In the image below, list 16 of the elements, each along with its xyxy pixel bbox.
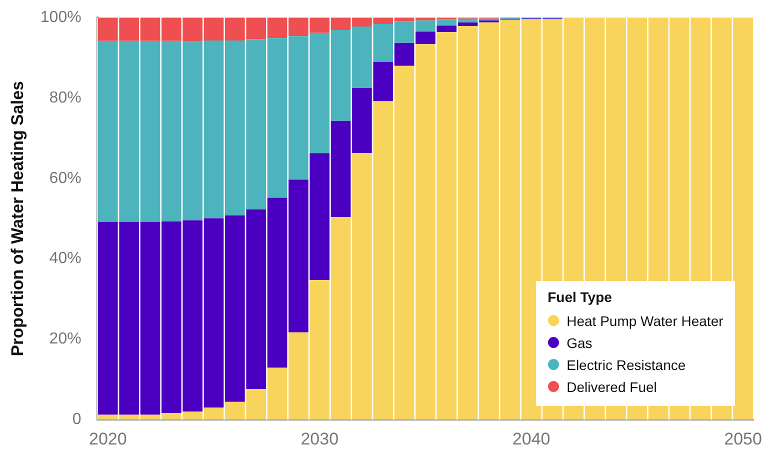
x-tick-label: 2020 xyxy=(88,429,127,448)
y-tick-label: 40% xyxy=(49,250,82,268)
x-tick-label: 2030 xyxy=(300,429,339,448)
y-tick-label: 20% xyxy=(49,330,82,348)
legend-label: Heat Pump Water Heater xyxy=(566,312,724,329)
y-tick-label: 100% xyxy=(40,9,82,26)
legend-label: Electric Resistance xyxy=(566,356,686,373)
y-tick-label: 60% xyxy=(49,170,82,187)
legend-label: Delivered Fuel xyxy=(566,378,657,395)
x-tick-label: 2040 xyxy=(512,429,550,448)
y-tick-label: 0 xyxy=(72,411,82,428)
x-tick-label: 2050 xyxy=(724,429,762,448)
legend-title: Fuel Type xyxy=(548,288,613,305)
y-tick-label: 80% xyxy=(49,89,82,106)
y-axis-title: Proportion of Water Heating Sales xyxy=(8,81,27,356)
legend-label: Gas xyxy=(566,334,592,351)
